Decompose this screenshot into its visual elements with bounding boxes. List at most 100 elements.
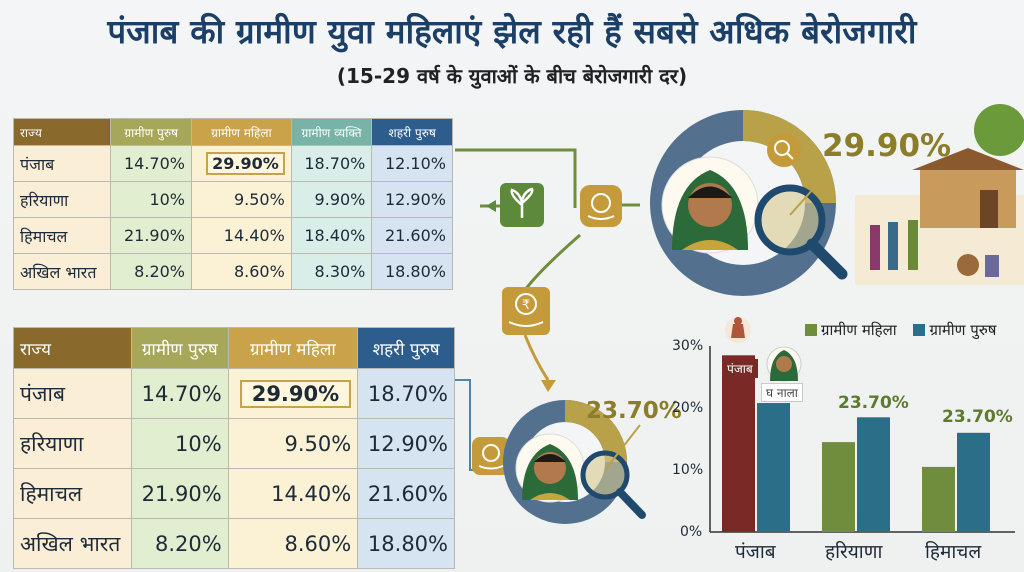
legend-item: ग्रामीण पुरुष (913, 321, 996, 339)
connector-line (523, 334, 550, 381)
value-cell: 18.40% (290, 217, 373, 254)
state-cell: अखिल भारत (13, 518, 132, 569)
callout-line (604, 424, 641, 471)
plant-icon (486, 183, 544, 227)
x-tick-label: पंजाब (735, 541, 776, 563)
value-cell: 21.90% (130, 468, 229, 519)
value-cell: 8.20% (110, 253, 192, 290)
table-row: अखिल भारत 8.20% 8.60% 8.30% 18.80% (12, 253, 453, 290)
value-cell: 18.80% (371, 253, 453, 290)
value-cell: 8.60% (191, 253, 292, 290)
search-icon (767, 133, 801, 167)
unemployment-table-detailed: राज्य ग्रामीण पुरुष ग्रामीण महिला ग्रामी… (12, 118, 453, 290)
table-row: पंजाब 14.70% 29.90% 18.70% (13, 368, 455, 419)
table-header-row: राज्य ग्रामीण पुरुष ग्रामीण महिला ग्रामी… (12, 118, 453, 146)
column-header: ग्रामीण पुरुष (110, 118, 192, 146)
x-tick-label: हिमाचल (925, 541, 982, 563)
value-cell: 12.10% (371, 145, 453, 182)
arrow-head (541, 380, 556, 392)
chart-legend: ग्रामीण महिला ग्रामीण पुरुष (805, 320, 996, 340)
bar-rural-women (822, 442, 855, 532)
table-row: हिमाचल 21.90% 14.40% 21.60% (13, 468, 455, 519)
value-cell: 14.70% (110, 145, 192, 182)
column-header: शहरी पुरुष (357, 327, 455, 369)
bar-data-label: 23.70% (838, 393, 909, 413)
connector-line (523, 233, 581, 291)
value-cell: 18.80% (357, 518, 455, 569)
page-subtitle: (15-29 वर्ष के युवाओं के बीच बेरोजगारी द… (336, 64, 688, 88)
table-row: हिमाचल 21.90% 14.40% 18.40% 21.60% (12, 217, 453, 254)
value-cell: 14.40% (191, 217, 292, 254)
legend-swatch (805, 323, 817, 336)
legend-label: ग्रामीण पुरुष (929, 321, 997, 339)
rupee-hand-icon: ₹ (502, 287, 550, 335)
table-row: पंजाब 14.70% 29.90% 18.70% 12.10% (12, 145, 453, 182)
bar-annotation: घ नाला (761, 383, 803, 402)
value-cell: 10% (110, 181, 192, 218)
column-header: राज्य (13, 327, 132, 369)
value-cell: 8.30% (290, 253, 373, 290)
legend-label: ग्रामीण महिला (821, 321, 897, 339)
value-cell: 12.90% (371, 181, 453, 218)
y-tick-label: 20% (672, 400, 704, 416)
money-hand-icon (472, 437, 510, 475)
value-cell: 10% (130, 418, 229, 469)
column-header: ग्रामीण व्यक्ति (290, 118, 373, 146)
legend-swatch (913, 323, 926, 336)
woman-avatar-icon (661, 156, 759, 254)
bar-rural-men (957, 432, 990, 532)
callout-value-small: 23.70% (586, 398, 682, 424)
value-cell: 18.70% (290, 145, 373, 182)
state-cell: पंजाब (13, 368, 132, 419)
y-tick-label: 10% (672, 462, 704, 478)
y-tick-label: 30% (672, 338, 704, 354)
unemployment-table-summary: राज्य ग्रामीण पुरुष ग्रामीण महिला शहरी प… (13, 327, 455, 569)
search-magnifier-icon (580, 450, 646, 519)
value-cell: 18.70% (357, 368, 455, 419)
connector-line (455, 148, 577, 208)
state-cell: हरियाणा (12, 181, 112, 218)
value-cell: 12.90% (357, 418, 455, 469)
search-magnifier-icon (754, 184, 848, 280)
value-cell: 9.50% (227, 418, 359, 469)
svg-text:₹: ₹ (522, 298, 530, 313)
state-cell: पंजाब (12, 145, 112, 182)
woman-avatar-icon (766, 346, 802, 382)
column-header: शहरी पुरुष (371, 118, 453, 146)
highlighted-cell: 29.90% (227, 368, 359, 419)
value-cell: 21.60% (371, 217, 453, 254)
value-cell: 21.90% (110, 217, 192, 254)
column-header: ग्रामीण महिला (191, 118, 292, 146)
callout-value-large: 29.90% (822, 128, 952, 164)
state-cell: हिमाचल (13, 468, 132, 519)
table-row: अखिल भारत 8.20% 8.60% 18.80% (13, 518, 455, 569)
highlight-value: 29.90% (239, 379, 352, 408)
value-cell: 14.70% (130, 368, 229, 419)
state-cell: हरियाणा (13, 418, 132, 469)
column-header: राज्य (12, 118, 112, 146)
bar-annotation: पंजाब (722, 359, 758, 378)
bar-rural-women (922, 466, 955, 532)
village-scene (855, 104, 1024, 285)
value-cell: 14.40% (227, 468, 359, 519)
bar-rural-women (722, 355, 755, 532)
highlighted-cell: 29.90% (191, 145, 292, 182)
callout-line (789, 169, 831, 216)
money-hand-icon (580, 185, 622, 227)
value-cell: 9.50% (191, 181, 292, 218)
table-header-row: राज्य ग्रामीण पुरुष ग्रामीण महिला शहरी प… (13, 327, 455, 369)
table-row: हरियाणा 10% 9.50% 12.90% (13, 418, 455, 469)
value-cell: 9.90% (290, 181, 373, 218)
value-cell: 8.20% (130, 518, 229, 569)
page-title: पंजाब की ग्रामीण युवा महिलाएं झेल रही है… (107, 12, 917, 51)
chart-bars (722, 355, 990, 532)
table-row: हरियाणा 10% 9.50% 9.90% 12.90% (12, 181, 453, 218)
bar-rural-men (857, 417, 890, 532)
emblem-icon (725, 317, 751, 343)
y-tick-label: 0% (680, 524, 703, 540)
column-header: ग्रामीण महिला (227, 327, 359, 369)
state-cell: अखिल भारत (12, 253, 112, 290)
bar-rural-men (757, 403, 790, 532)
value-cell: 8.60% (227, 518, 359, 569)
